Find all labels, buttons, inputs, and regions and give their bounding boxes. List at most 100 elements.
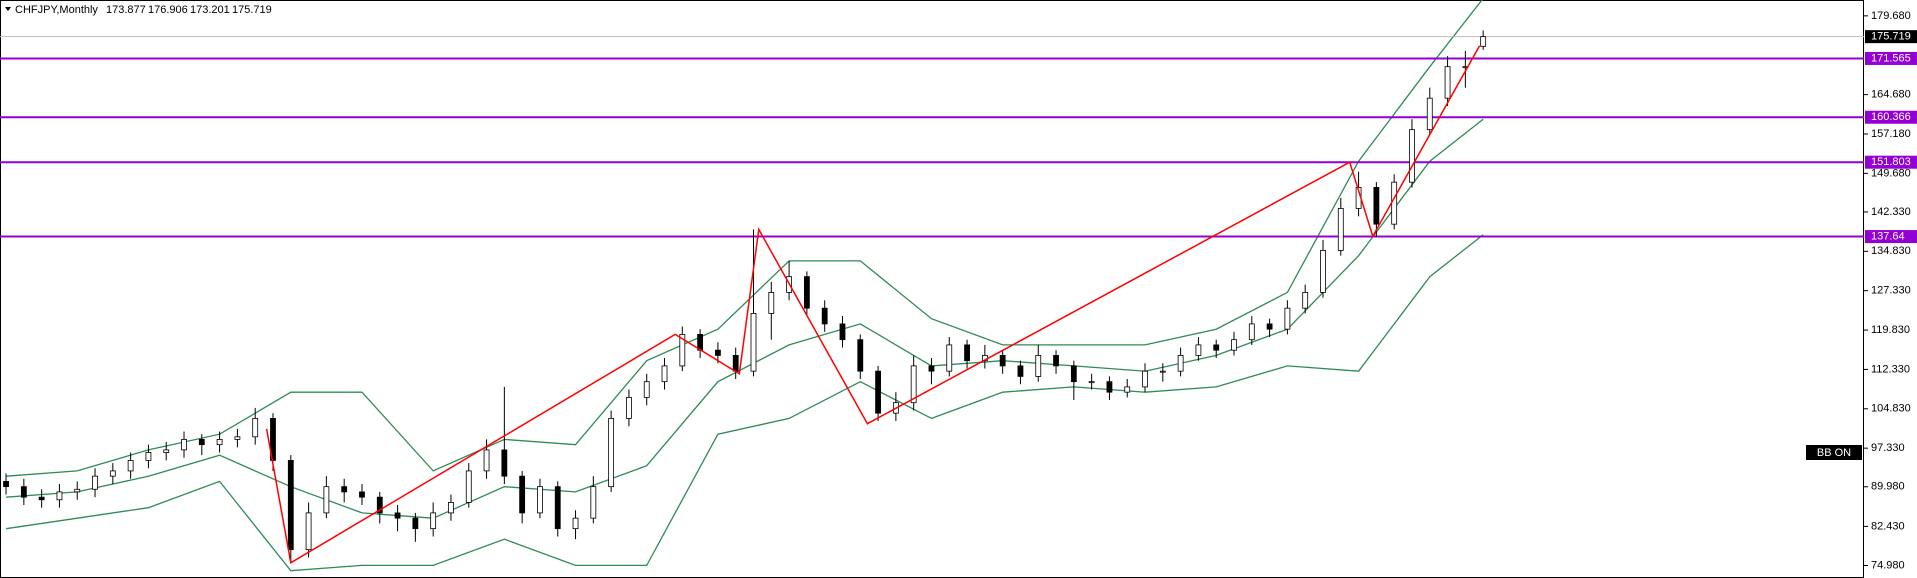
candle-body: [1195, 344, 1202, 356]
candle-body: [519, 475, 526, 514]
y-tick-label: 142.330: [1871, 206, 1911, 218]
candle-body: [999, 355, 1006, 367]
candle-body: [1320, 250, 1326, 293]
candle-body: [1159, 370, 1166, 373]
level-label-box: [1865, 110, 1917, 124]
candle-body: [661, 365, 668, 383]
band-middle: [6, 118, 1484, 519]
candle-body: [287, 460, 294, 551]
y-tick-label: 134.830: [1871, 245, 1911, 257]
level-label: 151.803: [1871, 156, 1911, 168]
band-upper: [6, 0, 1483, 477]
zigzag: [265, 45, 1481, 564]
candle-body: [501, 449, 508, 477]
candle-body: [359, 491, 365, 498]
chart-title: CHFJPY,Monthly: [15, 4, 98, 16]
candle-body: [234, 436, 241, 440]
candle-body: [20, 486, 27, 498]
candle-body: [1248, 323, 1255, 341]
candle-body: [1391, 181, 1398, 225]
header-low: 173.201: [190, 4, 230, 16]
candle-body: [910, 365, 917, 404]
level-label: 137.64: [1871, 230, 1905, 242]
header-high: 176.906: [148, 4, 188, 16]
candle-body: [1444, 66, 1451, 99]
band-lower: [6, 234, 1484, 572]
candle-body: [483, 449, 490, 472]
candle-body: [465, 470, 472, 503]
candle-body: [1106, 381, 1113, 393]
annotation: BB ON: [1817, 447, 1851, 459]
candle-body: [572, 517, 579, 530]
candle-body: [3, 481, 9, 488]
candle-body: [56, 491, 63, 501]
candle-body: [38, 496, 45, 501]
y-tick-label: 157.180: [1871, 128, 1911, 140]
y-tick-label: 89.980: [1871, 481, 1905, 493]
y-tick-label: 127.330: [1871, 285, 1911, 297]
candle-body: [216, 439, 223, 446]
candle-body: [198, 439, 205, 446]
candle-body: [448, 502, 454, 514]
candle-body: [145, 452, 152, 461]
candle-body: [1017, 365, 1024, 377]
candle-body: [252, 418, 259, 438]
candle-body: [839, 323, 846, 341]
candle-body: [1373, 187, 1380, 225]
candle-body: [1337, 208, 1344, 251]
candle-body: [1088, 381, 1095, 384]
level-label: 160.366: [1871, 111, 1911, 123]
candle-body: [394, 512, 401, 519]
candle-body: [1266, 323, 1273, 330]
candle-body: [768, 292, 775, 314]
candle-body: [875, 370, 881, 414]
candle-body: [1409, 129, 1415, 183]
candle-body: [127, 460, 134, 472]
y-tick-label: 164.680: [1871, 89, 1911, 101]
header-close: 175.719: [232, 4, 272, 16]
menu-arrow: [5, 7, 11, 11]
candle-body: [430, 512, 437, 530]
candle-body: [1213, 344, 1220, 351]
candle-body: [1142, 370, 1148, 388]
last-price-label: 175.719: [1871, 31, 1911, 43]
y-tick-label: 119.830: [1871, 324, 1910, 336]
header-open: 173.877: [106, 4, 146, 16]
candle-body: [376, 496, 383, 514]
candle-body: [305, 512, 312, 551]
y-tick-label: 149.680: [1871, 167, 1911, 179]
level-label: 171.565: [1871, 52, 1911, 64]
candle-body: [92, 475, 98, 490]
candle-body: [1177, 355, 1184, 372]
candle-body: [803, 276, 810, 309]
y-tick-label: 112.330: [1871, 363, 1910, 375]
level-label-box: [1865, 155, 1917, 169]
candle-body: [626, 397, 632, 419]
candle-body: [679, 334, 686, 367]
candle-body: [928, 365, 935, 372]
candle-body: [821, 307, 828, 325]
y-tick-label: 104.830: [1871, 403, 1911, 415]
candle-body: [163, 449, 170, 453]
candle-body: [857, 339, 864, 372]
candle-body: [1124, 386, 1131, 393]
candle-body: [590, 486, 597, 519]
candle-body: [74, 488, 81, 493]
candle-body: [964, 344, 970, 362]
candle-body: [109, 470, 116, 477]
candle-body: [1302, 292, 1309, 309]
candle-body: [1231, 339, 1237, 351]
candle-body: [608, 418, 615, 488]
candle-body: [1480, 36, 1487, 47]
candle-body: [181, 439, 187, 451]
y-tick-label: 82.430: [1871, 520, 1905, 532]
y-tick-label: 97.330: [1871, 442, 1905, 454]
annotation-box: [1806, 445, 1862, 460]
plot-frame: [0, 0, 1864, 578]
candle-body: [643, 381, 650, 398]
candle-body: [750, 313, 757, 372]
candle-body: [715, 349, 721, 356]
candle-body: [554, 486, 561, 530]
